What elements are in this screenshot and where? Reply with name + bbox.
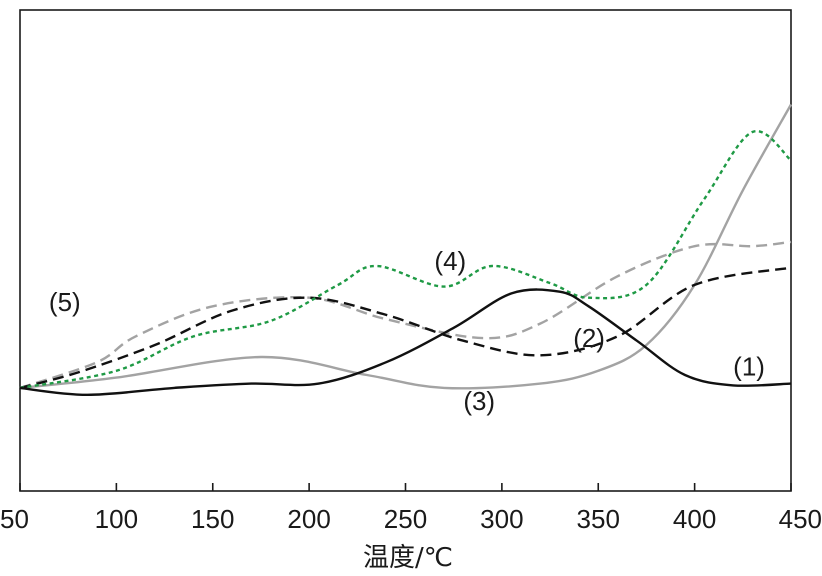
series-label-3: (3) [463, 386, 495, 416]
series-line-5 [19, 240, 792, 390]
series-layer [19, 103, 793, 396]
x-tick-label: 100 [95, 504, 138, 534]
series-label-5: (5) [49, 287, 81, 317]
series-label-4: (4) [434, 246, 466, 276]
curve-labels: (1) (2) (3) (4) (5) [49, 246, 765, 416]
x-axis-ticks: 50 100 150 200 250 300 350 400 450 [0, 483, 822, 534]
series-label-2: (2) [573, 323, 605, 353]
x-tick-label: 350 [577, 504, 620, 534]
series-line-4 [19, 129, 792, 390]
series-label-1: (1) [733, 351, 765, 381]
x-axis-title: 温度/℃ [363, 543, 453, 573]
x-tick-label: 150 [191, 504, 234, 534]
x-tick-label: 50 [0, 504, 29, 534]
x-tick-label: 450 [779, 504, 822, 534]
x-tick-label: 300 [480, 504, 523, 534]
x-tick-label: 200 [287, 504, 330, 534]
x-tick-label: 400 [673, 504, 716, 534]
x-tick-label: 250 [384, 504, 427, 534]
series-line-2 [19, 266, 792, 390]
series-line-1 [19, 288, 792, 396]
series-line-3 [19, 103, 793, 390]
